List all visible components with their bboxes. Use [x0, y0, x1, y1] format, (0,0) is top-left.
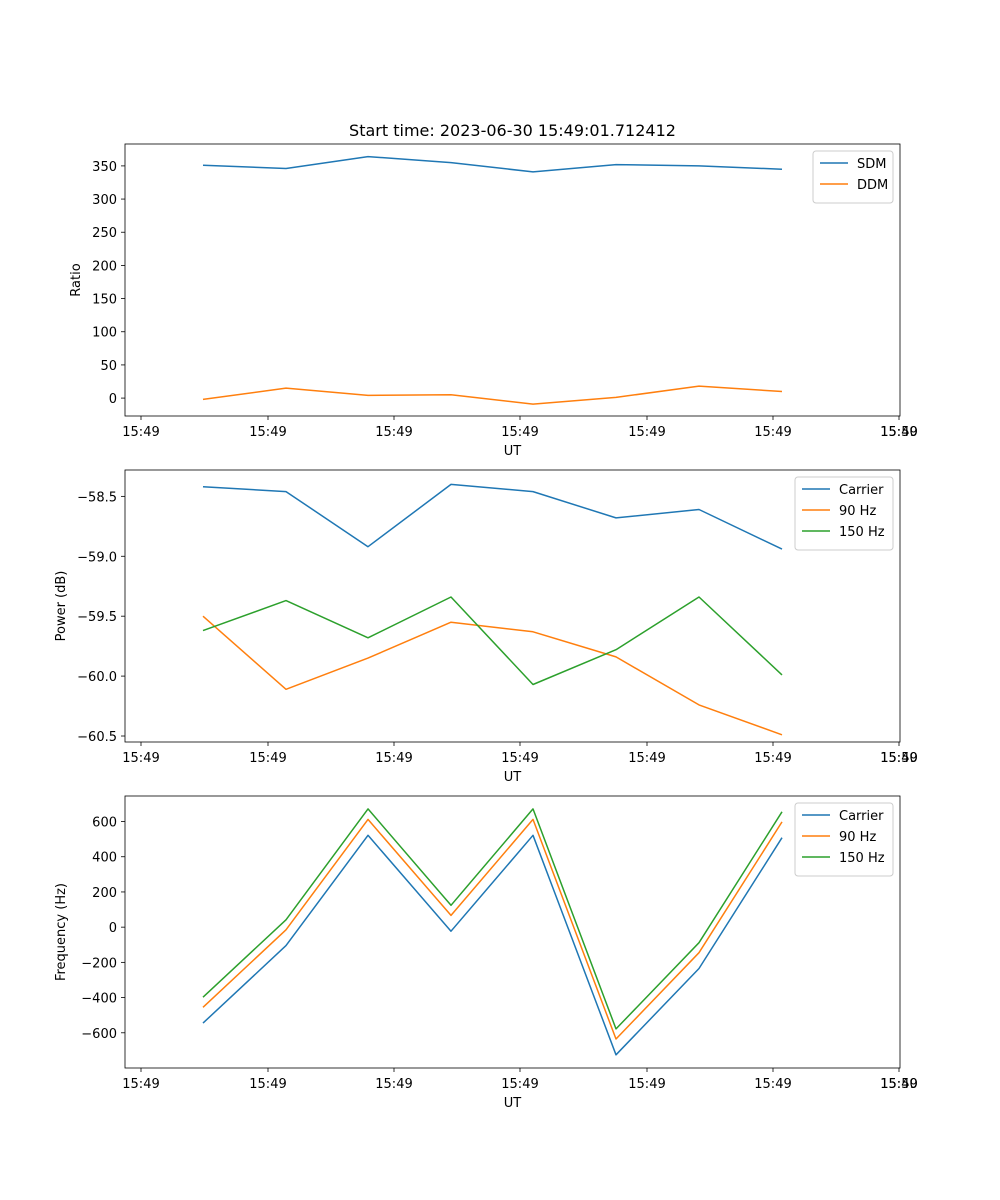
legend: SDM DDM	[812, 150, 894, 204]
x-tick-label: 15:49	[122, 751, 159, 766]
legend-label: 150 Hz	[839, 851, 885, 866]
x-tick-label: 15:49	[754, 751, 791, 766]
y-axis-label: Frequency (Hz)	[54, 883, 69, 981]
y-tick-label: −400	[81, 992, 117, 1007]
x-tick-label: 15:49	[628, 1077, 665, 1092]
x-tick-label: 15:49	[375, 751, 412, 766]
x-tick-label: 15:49	[880, 1077, 917, 1092]
legend-label: DDM	[857, 178, 888, 193]
y-tick-label: −59.0	[77, 550, 117, 565]
x-tick-label: 15:49	[249, 425, 286, 440]
legend-label: 90 Hz	[839, 504, 876, 519]
x-tick-label: 15:49	[375, 1077, 412, 1092]
legend: Carrier 90 Hz 150 Hz	[794, 476, 894, 551]
x-tick-label: 15:49	[880, 751, 917, 766]
y-tick-label: 150	[92, 293, 117, 308]
axes-frame	[124, 795, 901, 1069]
series-line-carrier	[202, 834, 783, 1056]
y-tick-label: 0	[109, 921, 117, 936]
chart-panels: 15:49 15:49 15:49 15:49 15:49 15:49 15:4915:50…	[54, 143, 918, 1111]
x-tick-label: 15:49	[249, 1077, 286, 1092]
axes-frame	[124, 143, 901, 417]
axes-frame	[124, 469, 901, 743]
x-tick-label: 15:49	[249, 751, 286, 766]
series-line-90-hz	[202, 818, 783, 1040]
x-tick-label: 15:49	[501, 1077, 538, 1092]
legend-label: Carrier	[839, 809, 884, 824]
series-line-carrier	[202, 483, 783, 550]
y-tick-label: 100	[92, 326, 117, 341]
x-axis-label: UT	[504, 1096, 522, 1111]
y-axis-label: Power (dB)	[54, 571, 69, 642]
y-tick-label: −60.0	[77, 670, 117, 685]
y-tick-label: 50	[100, 359, 117, 374]
series-line-sdm	[202, 155, 783, 173]
x-tick-label: 15:49	[375, 425, 412, 440]
legend-label: Carrier	[839, 483, 884, 498]
legend-label: 150 Hz	[839, 525, 885, 540]
y-tick-label: 0	[109, 392, 117, 407]
series-line-90-hz	[202, 615, 783, 736]
x-tick-label: 15:49	[122, 425, 159, 440]
x-tick-label: 15:49	[501, 425, 538, 440]
x-tick-label: 15:49	[628, 425, 665, 440]
legend-box	[812, 150, 894, 204]
series-line-ddm	[202, 385, 783, 405]
y-tick-label: 400	[92, 851, 117, 866]
figure-title: Start time: 2023-06-30 15:49:01.712412	[349, 121, 676, 140]
chart-panel-2: 15:49 15:49 15:49 15:49 15:49 15:49 15:4915:50…	[54, 469, 918, 785]
x-tick-label: 15:50	[880, 1077, 917, 1092]
y-tick-label: −59.5	[77, 610, 117, 625]
x-tick-label: 15:49	[628, 751, 665, 766]
series-line-150-hz	[202, 596, 783, 686]
y-axis-label: Ratio	[69, 263, 84, 296]
y-tick-label: 600	[92, 816, 117, 831]
x-axis-label: UT	[504, 444, 522, 459]
series-line-150-hz	[202, 808, 783, 1030]
y-tick-label: −60.5	[77, 730, 117, 745]
chart-panel-3: 15:49 15:49 15:49 15:49 15:49 15:49 15:4915:50…	[54, 795, 918, 1111]
chart-panel-1: 15:49 15:49 15:49 15:49 15:49 15:49 15:4915:50…	[69, 143, 918, 459]
y-tick-label: 200	[92, 886, 117, 901]
x-tick-label: 15:50	[880, 751, 917, 766]
x-tick-label: 15:49	[880, 425, 917, 440]
legend-label: SDM	[857, 157, 886, 172]
y-tick-label: −200	[81, 956, 117, 971]
x-tick-label: 15:50	[880, 425, 917, 440]
legend: Carrier 90 Hz 150 Hz	[794, 802, 894, 877]
y-tick-label: −600	[81, 1027, 117, 1042]
x-axis-label: UT	[504, 770, 522, 785]
x-tick-label: 15:49	[122, 1077, 159, 1092]
x-tick-label: 15:49	[754, 1077, 791, 1092]
y-tick-label: −58.5	[77, 490, 117, 505]
y-tick-label: 200	[92, 259, 117, 274]
y-tick-label: 250	[92, 226, 117, 241]
x-tick-label: 15:49	[501, 751, 538, 766]
legend-label: 90 Hz	[839, 830, 876, 845]
x-tick-label: 15:49	[754, 425, 791, 440]
y-tick-label: 350	[92, 160, 117, 175]
y-tick-label: 300	[92, 193, 117, 208]
